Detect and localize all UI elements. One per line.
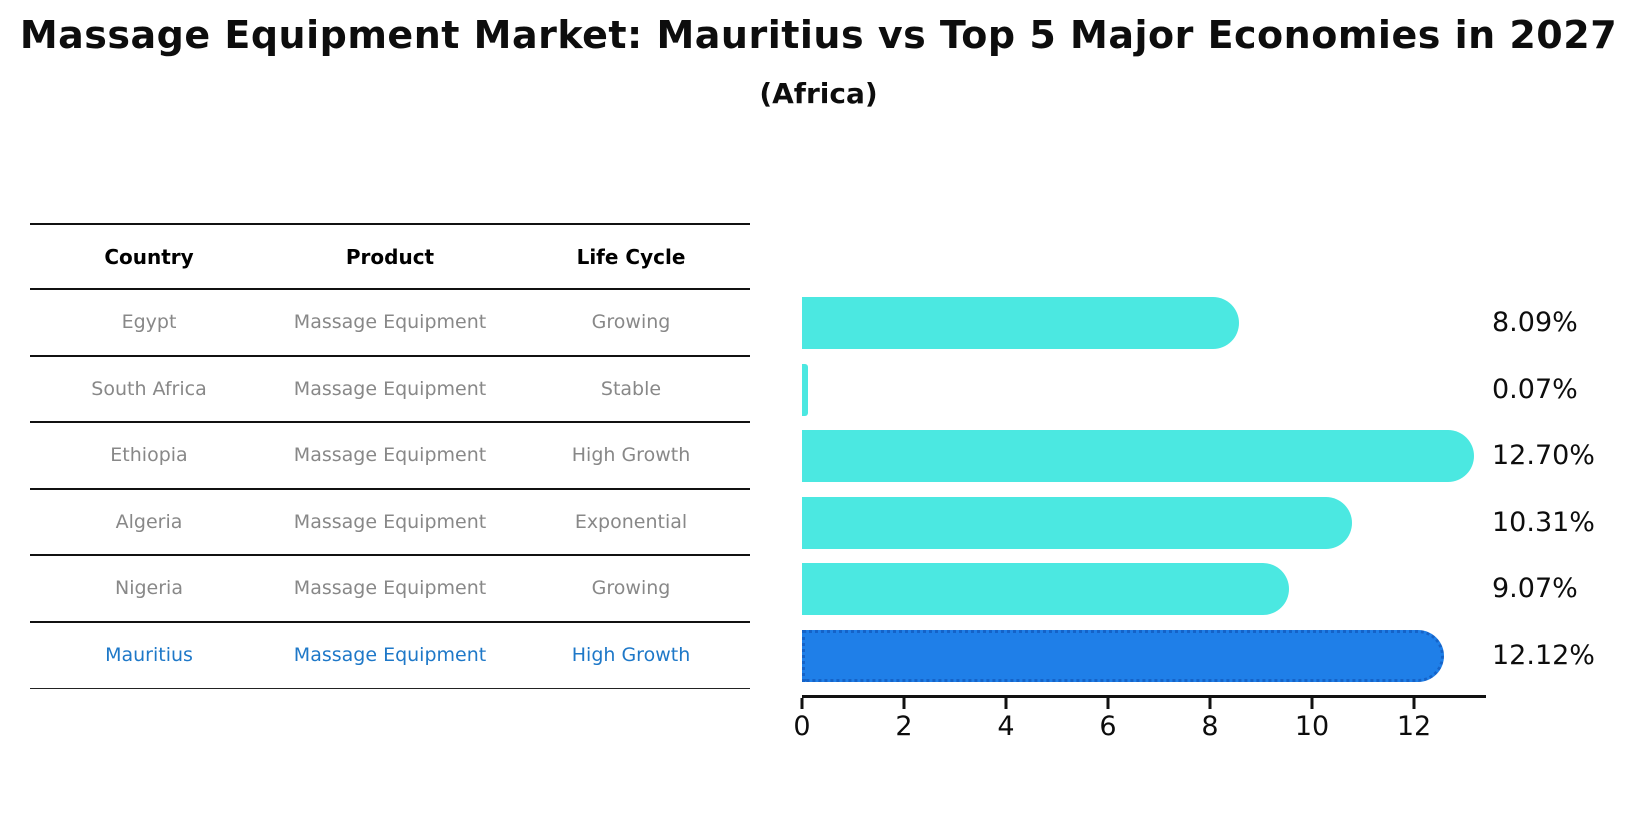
axis-tick-label: 8: [1201, 711, 1219, 742]
bar: [802, 496, 1352, 549]
axis-line: [802, 695, 1486, 698]
value-label: 12.70%: [1492, 440, 1595, 471]
bar-row: 10.31%: [802, 490, 1637, 557]
cell-product: Massage Equipment: [293, 444, 487, 467]
axis-tick: [1004, 698, 1008, 709]
axis-tick-label: 12: [1396, 711, 1432, 742]
cell-lifecycle: High Growth: [571, 444, 691, 467]
bar-row: 8.09%: [802, 290, 1637, 357]
value-label: 10.31%: [1492, 506, 1595, 538]
bar-row: 12.70%: [802, 423, 1637, 490]
bar-highlight: [802, 629, 1444, 682]
cell-country: Mauritius: [105, 644, 193, 667]
cell-country: South Africa: [91, 377, 207, 400]
cell-product: Massage Equipment: [293, 377, 487, 400]
cell-lifecycle: Growing: [591, 577, 671, 600]
column-header-product: Product: [345, 244, 435, 269]
column-header-country: Country: [104, 244, 194, 269]
cell-country: Ethiopia: [110, 444, 188, 467]
bar-chart: 8.09% 0.07% 12.70% 10.31% 9.07% 12.12%: [802, 290, 1637, 689]
bar: [802, 430, 1474, 482]
bar-row: 12.12%: [802, 623, 1637, 690]
table-row: Egypt Massage Equipment Growing: [30, 290, 750, 357]
data-table: Country Product Life Cycle Egypt Massage …: [30, 223, 750, 689]
axis-tick: [1106, 698, 1110, 709]
cell-lifecycle: High Growth: [571, 644, 691, 667]
axis-tick: [1412, 698, 1416, 709]
axis-tick-label: 2: [895, 711, 913, 742]
cell-lifecycle: Stable: [600, 377, 662, 400]
bar-row: 0.07%: [802, 357, 1637, 424]
bar: [802, 297, 1239, 349]
table-row: South Africa Massage Equipment Stable: [30, 357, 750, 423]
cell-product: Massage Equipment: [293, 644, 487, 667]
bar: [802, 563, 1289, 615]
axis-tick: [1208, 698, 1212, 709]
axis-tick-label: 4: [997, 711, 1015, 742]
cell-product: Massage Equipment: [293, 311, 487, 334]
bar-row: 9.07%: [802, 556, 1637, 623]
value-label: 8.09%: [1492, 307, 1578, 338]
table-header-row: Country Product Life Cycle: [30, 223, 750, 290]
axis-tick-label: 0: [793, 711, 811, 742]
page-title: Massage Equipment Market: Mauritius vs T…: [19, 13, 1618, 57]
value-label: 0.07%: [1492, 373, 1578, 405]
column-header-lifecycle: Life Cycle: [576, 244, 686, 269]
x-axis: 0 2 4 6 8 10 12: [793, 695, 1486, 750]
axis-tick: [800, 698, 804, 709]
cell-country: Algeria: [115, 510, 183, 533]
axis-tick-label: 6: [1099, 711, 1117, 742]
table-row: Mauritius Massage Equipment High Growth: [30, 623, 750, 689]
bar: [802, 363, 808, 416]
value-label: 9.07%: [1492, 573, 1578, 604]
cell-country: Nigeria: [115, 577, 183, 600]
axis-tick: [1310, 698, 1314, 709]
page-subtitle: (Africa): [759, 77, 878, 110]
cell-lifecycle: Exponential: [574, 510, 688, 533]
value-label: 12.12%: [1492, 639, 1595, 671]
cell-product: Massage Equipment: [293, 577, 487, 600]
table-row: Algeria Massage Equipment Exponential: [30, 490, 750, 556]
axis-tick: [902, 698, 906, 709]
cell-lifecycle: Growing: [591, 311, 671, 334]
axis-tick-label: 10: [1294, 711, 1330, 742]
table-row: Ethiopia Massage Equipment High Growth: [30, 423, 750, 490]
cell-country: Egypt: [121, 311, 177, 334]
table-body: Egypt Massage Equipment Growing South Afric…: [30, 290, 750, 689]
table-row: Nigeria Massage Equipment Growing: [30, 556, 750, 623]
cell-product: Massage Equipment: [293, 510, 487, 533]
